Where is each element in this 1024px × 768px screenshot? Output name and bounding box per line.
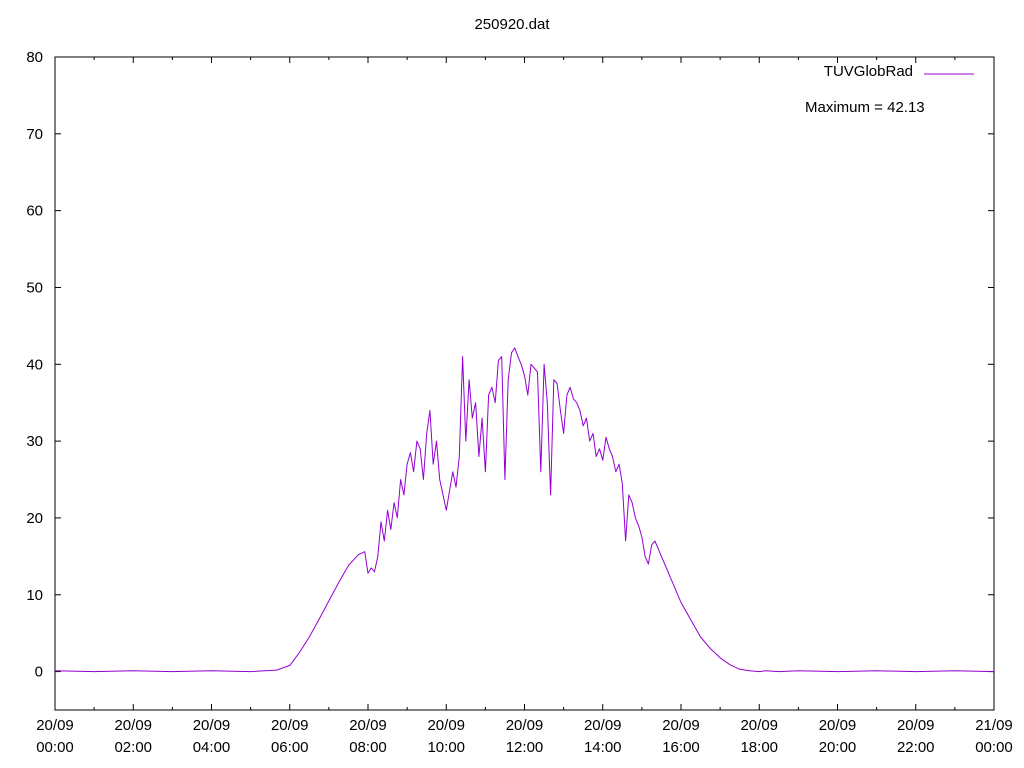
series-line-0 (54, 347, 995, 673)
tick-labels: 0 10 20 30 40 50 60 70 80 20/09 00:00 20/09 02:00 20/… (26, 49, 1012, 756)
chart-title: 250920.dat (474, 16, 550, 33)
y-tick-label: 0 (35, 664, 43, 681)
maximum-annotation: Maximum = 42.13 (805, 99, 925, 116)
legend-entry-label: TUVGlobRad (823, 63, 913, 80)
y-tick-label: 20 (26, 510, 43, 527)
y-tick-label: 30 (26, 433, 43, 450)
series-layer (54, 347, 995, 673)
y-tick-label: 50 (26, 279, 43, 296)
y-tick-label: 60 (26, 203, 43, 220)
x-tick-label-time: 00:00 (975, 739, 1013, 756)
x-tick-label-time: 12:00 (506, 739, 544, 756)
x-tick-label-time: 18:00 (740, 739, 778, 756)
x-tick-label-date: 20/09 (897, 717, 935, 734)
axes (54, 56, 995, 711)
x-tick-label-date: 20/09 (427, 717, 465, 734)
x-tick-label-date: 20/09 (584, 717, 622, 734)
x-tick-label-date: 20/09 (740, 717, 778, 734)
x-tick-label-time: 00:00 (36, 739, 74, 756)
x-tick-label-time: 14:00 (584, 739, 622, 756)
x-tick-label-date: 20/09 (114, 717, 152, 734)
x-tick-label-time: 20:00 (819, 739, 857, 756)
x-tick-label-date: 20/09 (506, 717, 544, 734)
ticks (54, 56, 995, 710)
x-tick-label-date: 20/09 (662, 717, 700, 734)
x-tick-label-date: 20/09 (349, 717, 387, 734)
y-tick-label: 40 (26, 356, 43, 373)
x-tick-label-time: 22:00 (897, 739, 935, 756)
x-tick-label-date: 20/09 (193, 717, 231, 734)
y-tick-label: 70 (26, 126, 43, 143)
x-tick-label-time: 06:00 (271, 739, 309, 756)
plot-frame (54, 56, 995, 711)
x-tick-label-date: 21/09 (975, 717, 1013, 734)
x-tick-label-date: 20/09 (819, 717, 857, 734)
x-tick-label-time: 16:00 (662, 739, 700, 756)
x-tick-label-time: 08:00 (349, 739, 387, 756)
y-tick-label: 80 (26, 49, 43, 66)
y-tick-label: 10 (26, 587, 43, 604)
x-tick-label-time: 10:00 (427, 739, 465, 756)
x-tick-label-time: 02:00 (114, 739, 152, 756)
x-tick-label-date: 20/09 (271, 717, 309, 734)
x-tick-label-date: 20/09 (36, 717, 74, 734)
x-tick-label-time: 04:00 (193, 739, 231, 756)
